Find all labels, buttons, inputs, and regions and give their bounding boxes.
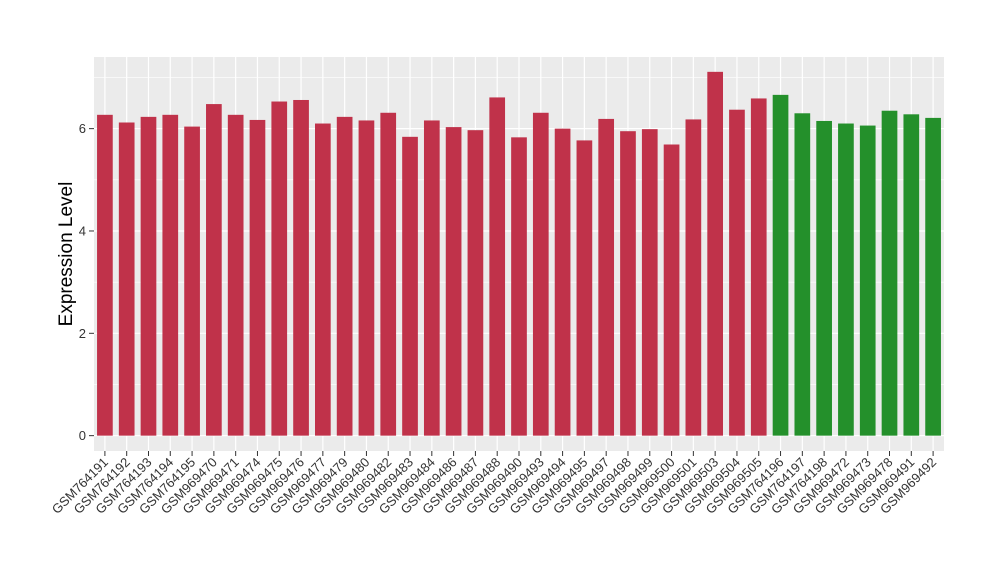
bar-gsm764192 bbox=[118, 122, 135, 436]
bar-gsm764196 bbox=[772, 94, 789, 436]
y-tick-label: 2 bbox=[79, 326, 86, 341]
bar-gsm969498 bbox=[620, 131, 636, 436]
bar-gsm969500 bbox=[663, 144, 680, 436]
bar-gsm969490 bbox=[511, 137, 527, 436]
bar-gsm969480 bbox=[358, 120, 375, 436]
y-axis-label: Expression Level bbox=[56, 182, 77, 327]
bar-gsm764193 bbox=[140, 116, 157, 436]
y-tick-label: 0 bbox=[79, 428, 86, 443]
bar-gsm969476 bbox=[293, 99, 309, 436]
y-axis: 0 2 4 6 bbox=[79, 121, 94, 443]
bar-gsm969471 bbox=[227, 114, 244, 436]
bar-gsm969470 bbox=[206, 104, 222, 436]
bar-gsm764191 bbox=[97, 114, 113, 436]
bar-gsm969494 bbox=[554, 128, 571, 436]
bar-gsm969479 bbox=[336, 116, 353, 436]
bar-gsm969505 bbox=[750, 98, 767, 436]
bar-gsm764198 bbox=[816, 120, 832, 436]
bar-gsm969491 bbox=[903, 114, 920, 436]
bar-gsm969488 bbox=[489, 97, 506, 436]
bar-gsm969487 bbox=[467, 130, 484, 436]
bar-gsm969497 bbox=[598, 118, 615, 436]
y-tick-label: 6 bbox=[79, 121, 86, 136]
bar-gsm969474 bbox=[249, 119, 266, 436]
bar-gsm969478 bbox=[881, 110, 898, 436]
bar-gsm764194 bbox=[162, 114, 179, 436]
bar-gsm969484 bbox=[423, 120, 440, 436]
bar-gsm969504 bbox=[729, 109, 745, 436]
bar-gsm764197 bbox=[794, 113, 811, 436]
bar-gsm969492 bbox=[925, 117, 941, 436]
y-tick-label: 4 bbox=[79, 223, 86, 238]
x-axis: GSM764191GSM764192GSM764193GSM764194GSM7… bbox=[49, 451, 939, 517]
bar-gsm969501 bbox=[685, 119, 702, 436]
bar-gsm764195 bbox=[184, 126, 200, 436]
bar-gsm969472 bbox=[838, 123, 854, 436]
bar-gsm969499 bbox=[641, 129, 658, 436]
bar-gsm969495 bbox=[576, 140, 593, 436]
bar-gsm969493 bbox=[532, 112, 549, 436]
bar-gsm969477 bbox=[315, 123, 331, 436]
bar-gsm969503 bbox=[707, 71, 723, 436]
bar-gsm969483 bbox=[402, 136, 418, 436]
bar-gsm969482 bbox=[380, 112, 397, 436]
bar-gsm969475 bbox=[271, 101, 288, 436]
bar-gsm969473 bbox=[859, 125, 876, 436]
bars bbox=[97, 71, 941, 436]
bar-gsm969486 bbox=[445, 127, 462, 436]
